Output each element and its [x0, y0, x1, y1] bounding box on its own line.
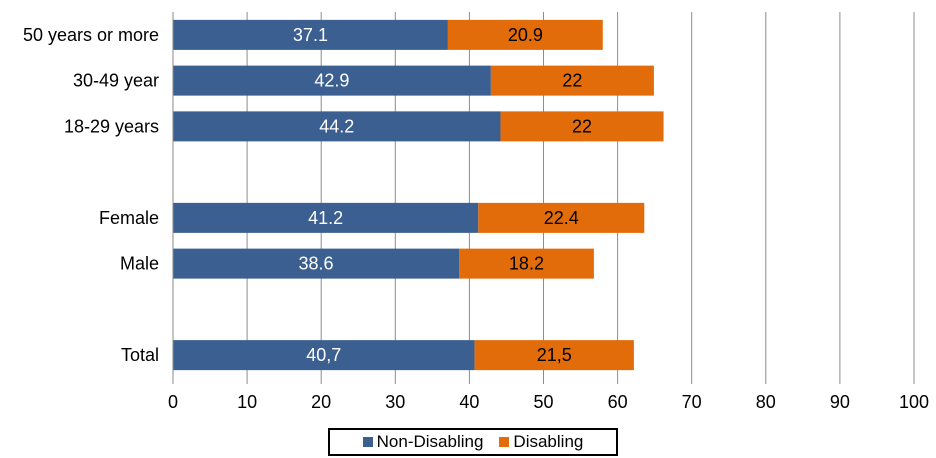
category-label: Female	[99, 208, 159, 228]
x-tick-label: 20	[311, 392, 331, 412]
x-axis-ticks: 0 10 20 30 40 50 60 70 80 90 100	[168, 378, 929, 412]
legend-label-disabling: Disabling	[513, 432, 584, 451]
x-tick-label: 60	[608, 392, 628, 412]
bar-segment-non-disabling	[173, 340, 475, 371]
x-tick-label: 10	[237, 392, 257, 412]
x-tick-label: 100	[899, 392, 929, 412]
bar-segment-disabling	[478, 202, 645, 233]
bar-labels: 37.1 20.9 42.9 22 44.2 22 41.2 22.4 38.6 18.2 40,7…	[293, 25, 592, 365]
bar-segment-disabling	[459, 248, 594, 279]
bar-segment-non-disabling	[173, 248, 460, 279]
legend-swatch-disabling	[499, 437, 510, 447]
bars	[173, 19, 664, 371]
data-label: 22.4	[544, 208, 579, 228]
bar-segment-non-disabling	[173, 65, 491, 96]
data-label: 37.1	[293, 25, 328, 45]
x-tick-label: 70	[682, 392, 702, 412]
data-label: 21,5	[537, 345, 572, 365]
data-label: 22	[562, 71, 582, 91]
x-tick-label: 0	[168, 392, 178, 412]
bar-segment-non-disabling	[173, 111, 501, 142]
data-label: 20.9	[508, 25, 543, 45]
x-tick-label: 80	[756, 392, 776, 412]
stacked-bar-chart: 37.1 20.9 42.9 22 44.2 22 41.2 22.4 38.6 18.2 40,7…	[23, 12, 929, 412]
x-tick-label: 50	[533, 392, 553, 412]
data-label: 40,7	[306, 345, 341, 365]
bar-segment-non-disabling	[173, 19, 448, 50]
data-label: 44.2	[319, 116, 354, 136]
legend: Non-Disabling Disabling	[328, 428, 618, 456]
data-label: 42.9	[314, 71, 349, 91]
x-tick-label: 40	[459, 392, 479, 412]
legend-swatch-non-disabling	[362, 437, 373, 447]
category-label: 30-49 year	[73, 71, 159, 91]
data-label: 18.2	[509, 254, 544, 274]
bar-segment-disabling	[490, 65, 654, 96]
category-label: Male	[120, 254, 159, 274]
category-label: 50 years or more	[23, 25, 159, 45]
data-label: 22	[572, 116, 592, 136]
data-label: 41.2	[308, 208, 343, 228]
category-labels: 50 years or more 30-49 year 18-29 years Fem…	[23, 25, 159, 365]
bar-segment-disabling	[474, 340, 634, 371]
x-tick-label: 90	[830, 392, 850, 412]
category-label: Total	[121, 345, 159, 365]
category-label: 18-29 years	[64, 116, 159, 136]
bar-segment-disabling	[500, 111, 664, 142]
data-label: 38.6	[298, 254, 333, 274]
legend-label-non-disabling: Non-Disabling	[376, 432, 484, 451]
bar-segment-disabling	[447, 19, 603, 50]
x-tick-label: 30	[385, 392, 405, 412]
legend-item-non-disabling: Non-Disabling	[362, 432, 484, 452]
bar-segment-non-disabling	[173, 202, 479, 233]
legend-item-disabling: Disabling	[499, 432, 583, 452]
